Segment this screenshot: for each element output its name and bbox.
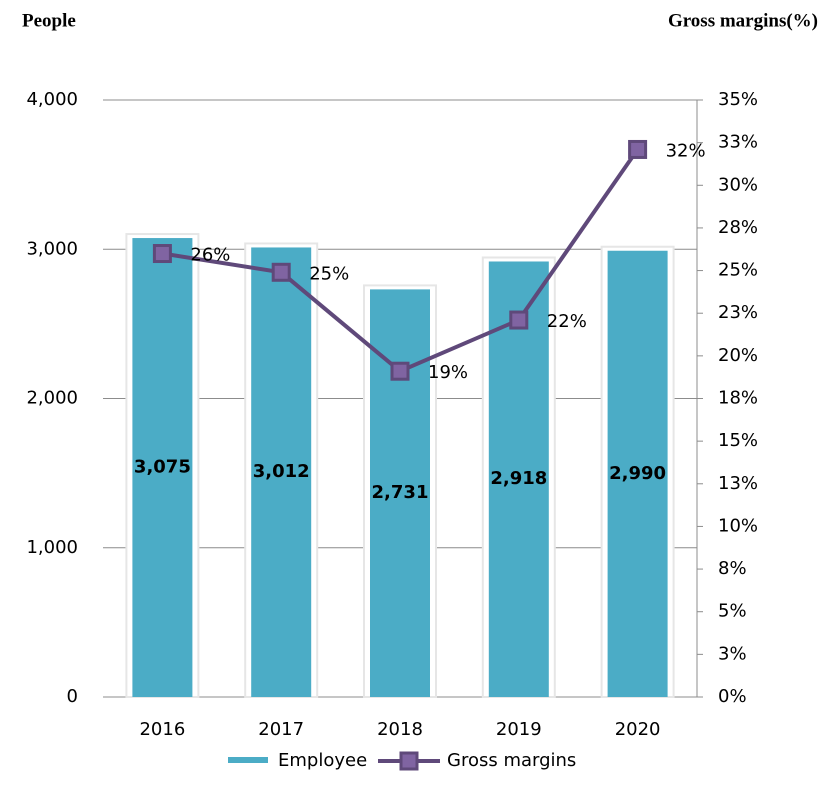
marker (628, 139, 648, 159)
y2-tick-label: 28% (718, 217, 758, 238)
x-tick-label: 2018 (377, 719, 423, 740)
y-tick-label: 1,000 (26, 537, 78, 558)
legend-label: Employee (278, 750, 367, 771)
bar (370, 289, 430, 697)
marker (509, 310, 529, 330)
x-tick-label: 2020 (615, 719, 661, 740)
y2-tick-label: 35% (718, 89, 758, 110)
line-value-label: 19% (428, 362, 468, 383)
legend-swatch (399, 751, 419, 771)
bar (132, 238, 193, 697)
y-tick-label: 3,000 (26, 238, 78, 259)
y2-tick-label: 30% (718, 174, 758, 195)
x-tick-label: 2016 (139, 719, 185, 740)
marker (390, 361, 410, 381)
bar (251, 247, 312, 698)
y2-tick-label: 18% (718, 388, 758, 409)
line-value-label: 25% (309, 263, 349, 284)
y-tick-label: 4,000 (26, 89, 78, 110)
y2-tick-label: 10% (718, 515, 758, 536)
bar-value-label: 2,918 (490, 468, 547, 489)
y-axis-title: People (22, 10, 76, 31)
y2-tick-label: 0% (718, 686, 747, 707)
y-tick-label: 2,000 (26, 388, 78, 409)
marker (152, 244, 172, 264)
y2-tick-label: 8% (718, 558, 747, 579)
bar (607, 250, 668, 697)
y2-tick-label: 5% (718, 601, 747, 622)
bar-value-label: 3,075 (134, 457, 191, 478)
y2-tick-label: 15% (718, 430, 758, 451)
bar (488, 261, 549, 697)
legend-swatch (228, 757, 268, 763)
line-value-label: 22% (547, 311, 587, 332)
marker (271, 262, 291, 282)
legend-label: Gross margins (447, 750, 576, 771)
line-value-label: 26% (190, 245, 230, 266)
line-value-label: 32% (666, 140, 706, 161)
y2-tick-label: 3% (718, 643, 747, 664)
bar-value-label: 3,012 (253, 461, 310, 482)
y2-tick-label: 23% (718, 302, 758, 323)
y2-tick-label: 33% (718, 132, 758, 153)
bar-value-label: 2,990 (609, 463, 666, 484)
x-tick-label: 2017 (258, 719, 304, 740)
y2-axis-title: Gross margins(%) (668, 10, 818, 31)
bar-value-label: 2,731 (372, 482, 429, 503)
y2-tick-label: 13% (718, 473, 758, 494)
x-tick-label: 2019 (496, 719, 542, 740)
y2-tick-label: 20% (718, 345, 758, 366)
y2-tick-label: 25% (718, 260, 758, 281)
y-tick-label: 0 (67, 686, 78, 707)
